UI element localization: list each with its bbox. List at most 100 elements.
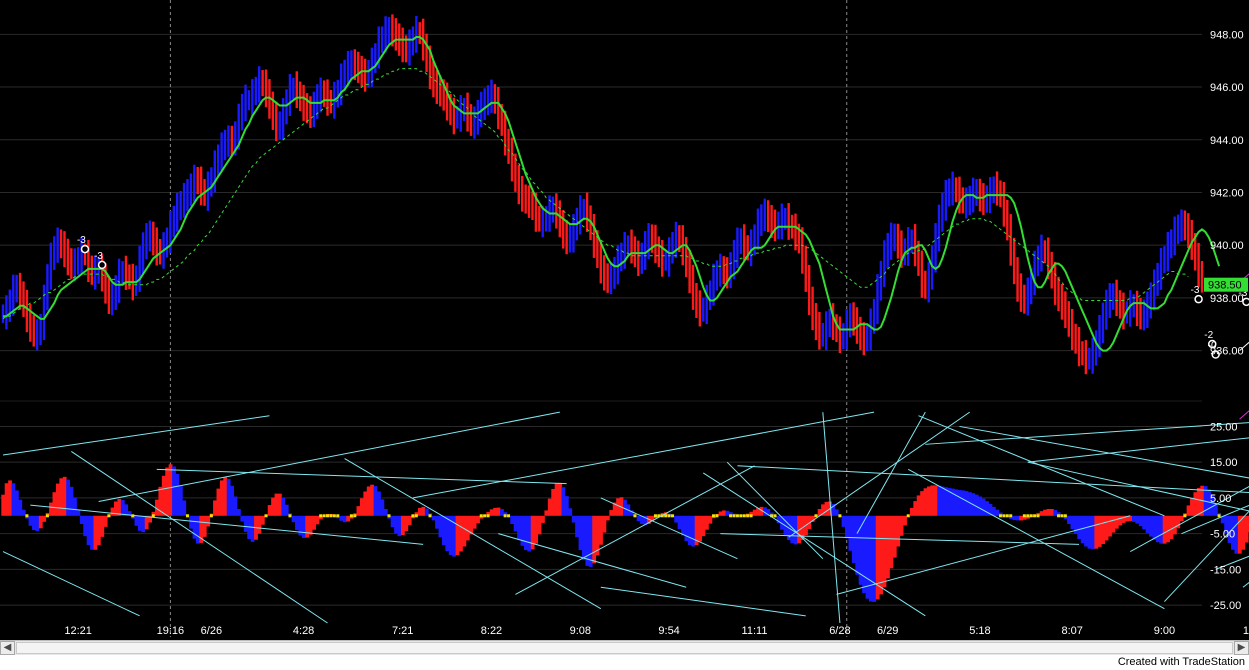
oscillator-bar[interactable] — [284, 504, 289, 516]
oscillator-bar[interactable] — [339, 515, 344, 521]
oscillator-bar[interactable] — [161, 475, 166, 516]
oscillator-bar[interactable] — [1070, 515, 1075, 530]
oscillator-bar[interactable] — [995, 509, 1000, 516]
oscillator-bar[interactable] — [824, 501, 829, 516]
oscillator-bar[interactable] — [698, 515, 702, 542]
oscillator-bar[interactable] — [585, 515, 590, 566]
oscillator-bar[interactable] — [257, 515, 262, 534]
scroll-right-icon[interactable]: ▶ — [1234, 641, 1249, 655]
oscillator-bar[interactable] — [677, 515, 682, 530]
oscillator-bar[interactable] — [725, 510, 730, 516]
oscillator-bar[interactable] — [100, 515, 105, 537]
oscillator-bar[interactable] — [117, 498, 122, 516]
oscillator-bar[interactable] — [1125, 515, 1129, 522]
oscillator-bar[interactable] — [267, 505, 272, 516]
oscillator-bar[interactable] — [18, 499, 23, 516]
oscillator-bar[interactable] — [629, 510, 634, 516]
oscillator-bar[interactable] — [793, 515, 798, 545]
oscillator-bar[interactable] — [640, 515, 644, 525]
oscillator-bar[interactable] — [554, 483, 559, 516]
oscillator-bar[interactable] — [301, 515, 306, 538]
oscillator-bar[interactable] — [230, 485, 234, 516]
oscillator-bar[interactable] — [916, 495, 921, 516]
oscillator-bar[interactable] — [1176, 515, 1181, 529]
oscillator-bar[interactable] — [913, 501, 918, 516]
oscillator-bar[interactable] — [756, 507, 761, 516]
oscillator-bar[interactable] — [1234, 515, 1239, 554]
oscillator-bar[interactable] — [476, 515, 480, 524]
oscillator-bar[interactable] — [236, 508, 241, 516]
oscillator-bar[interactable] — [363, 491, 368, 516]
oscillator-bar[interactable] — [544, 510, 549, 516]
oscillator-bar[interactable] — [414, 512, 419, 516]
oscillator-bar[interactable] — [438, 515, 443, 538]
oscillator-bar[interactable] — [571, 515, 576, 523]
oscillator-bar[interactable] — [418, 507, 422, 516]
oscillator-bar[interactable] — [182, 500, 187, 516]
oscillator-bar[interactable] — [21, 509, 26, 516]
oscillator-bar[interactable] — [370, 484, 375, 516]
oscillator-bar[interactable] — [377, 491, 381, 516]
oscillator-bar[interactable] — [243, 515, 248, 532]
oscillator-bar[interactable] — [851, 515, 856, 563]
oscillator-bar[interactable] — [612, 502, 617, 516]
oscillator-bar[interactable] — [547, 498, 552, 516]
oscillator-bar[interactable] — [298, 515, 303, 536]
oscillator-bar[interactable] — [489, 509, 494, 516]
oscillator-bar[interactable] — [954, 489, 959, 516]
oscillator-bar[interactable] — [14, 490, 19, 516]
oscillator-bar[interactable] — [1, 494, 6, 516]
oscillator-bar[interactable] — [704, 515, 709, 530]
oscillator-bar[interactable] — [346, 515, 351, 522]
oscillator-bar[interactable] — [178, 486, 183, 516]
oscillator-bar[interactable] — [291, 515, 296, 523]
horizontal-scrollbar[interactable]: ◀ ▶ — [0, 640, 1249, 655]
oscillator-bar[interactable] — [886, 515, 890, 579]
oscillator-bar[interactable] — [373, 486, 378, 516]
oscillator-bar[interactable] — [462, 515, 467, 547]
oscillator-bar[interactable] — [950, 488, 955, 516]
oscillator-bar[interactable] — [1073, 515, 1078, 535]
oscillator-bar[interactable] — [609, 510, 614, 516]
oscillator-bar[interactable] — [790, 515, 795, 544]
oscillator-bar[interactable] — [622, 499, 627, 516]
oscillator-bar[interactable] — [1090, 515, 1095, 550]
oscillator-bar[interactable] — [38, 515, 43, 529]
oscillator-bar[interactable] — [431, 515, 436, 521]
oscillator-bar[interactable] — [172, 466, 176, 516]
oscillator-bar[interactable] — [595, 515, 600, 556]
oscillator-bar[interactable] — [1039, 511, 1044, 516]
oscillator-bar[interactable] — [206, 515, 211, 527]
oscillator-bar[interactable] — [55, 483, 60, 516]
oscillator-bar[interactable] — [137, 515, 142, 531]
oscillator-bar[interactable] — [356, 506, 361, 516]
oscillator-bar[interactable] — [312, 515, 316, 530]
oscillator-bar[interactable] — [400, 515, 405, 536]
oscillator-bar[interactable] — [763, 507, 767, 516]
oscillator-bar[interactable] — [728, 512, 733, 516]
oscillator-bar[interactable] — [493, 507, 498, 516]
oscillator-bar[interactable] — [503, 512, 508, 516]
oscillator-bar[interactable] — [49, 502, 53, 516]
oscillator-bar[interactable] — [141, 515, 146, 533]
oscillator-bar[interactable] — [513, 515, 518, 532]
oscillator-bar[interactable] — [1043, 509, 1047, 516]
oscillator-bar[interactable] — [11, 483, 16, 516]
oscillator-bar[interactable] — [1101, 515, 1106, 545]
oscillator-bar[interactable] — [605, 515, 610, 521]
oscillator-bar[interactable] — [76, 510, 81, 516]
oscillator-bar[interactable] — [968, 492, 972, 516]
oscillator-bar[interactable] — [1118, 515, 1123, 526]
signal-marker-dot[interactable] — [1242, 297, 1249, 307]
oscillator-bar[interactable] — [592, 515, 597, 564]
oscillator-bar[interactable] — [1210, 495, 1215, 516]
oscillator-bar[interactable] — [158, 486, 163, 516]
oscillator-bar[interactable] — [810, 515, 815, 522]
oscillator-bar[interactable] — [964, 491, 969, 516]
oscillator-bar[interactable] — [1190, 498, 1194, 516]
oscillator-bar[interactable] — [582, 515, 586, 561]
oscillator-bar[interactable] — [749, 511, 754, 516]
oscillator-bar[interactable] — [909, 507, 914, 516]
oscillator-bar[interactable] — [985, 501, 989, 516]
scroll-left-icon[interactable]: ◀ — [0, 641, 15, 655]
